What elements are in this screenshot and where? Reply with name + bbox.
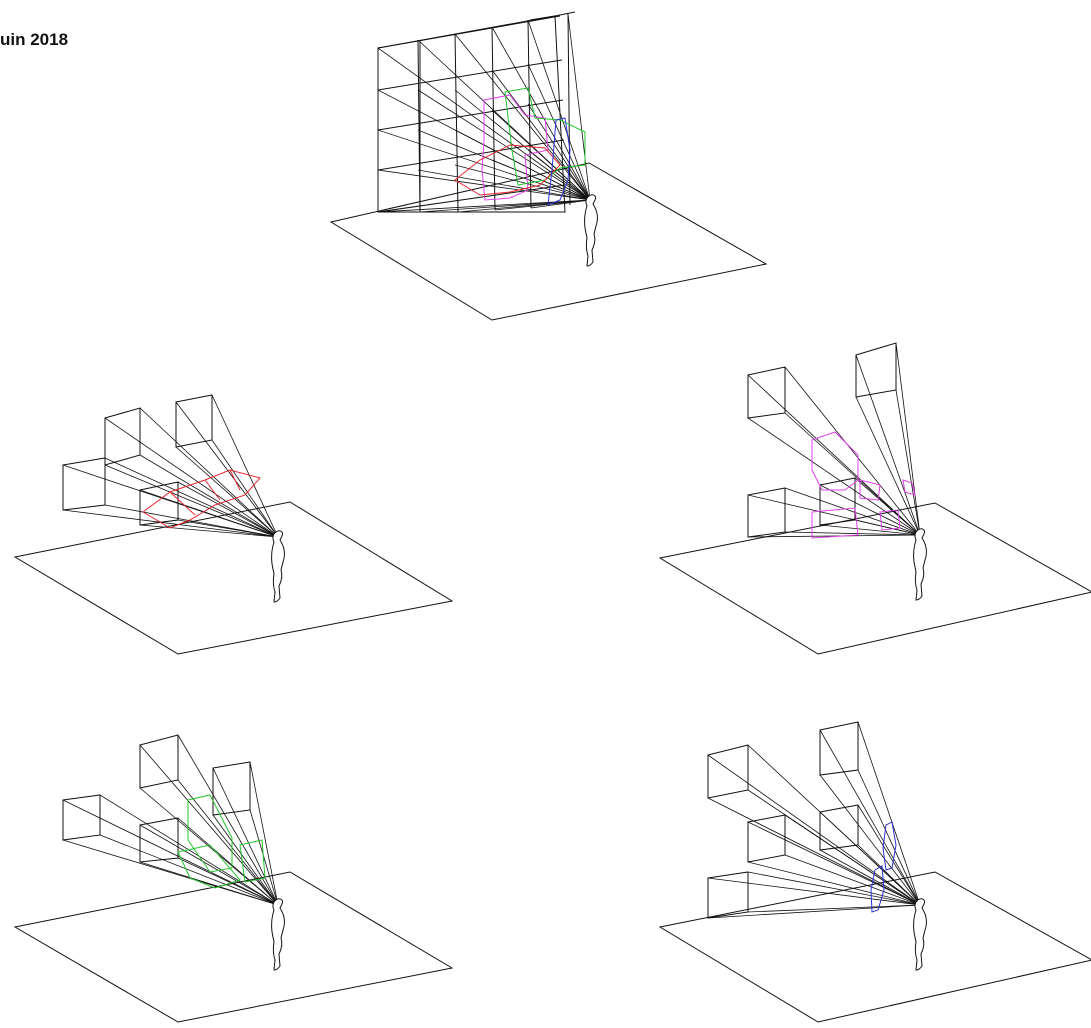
panel-red xyxy=(13,394,454,655)
sight-rays xyxy=(62,734,279,906)
sight-rays xyxy=(747,342,921,538)
magenta-region xyxy=(811,431,916,539)
red-region xyxy=(142,469,261,529)
ground-plane xyxy=(329,162,768,321)
person-figure xyxy=(584,194,598,267)
red-region xyxy=(454,144,561,196)
ground-plane xyxy=(658,502,1091,655)
boxes xyxy=(747,342,897,538)
person-figure xyxy=(271,898,285,971)
panel-blue xyxy=(658,721,1091,1023)
green-region xyxy=(504,87,586,186)
back-grid xyxy=(419,11,576,212)
person-figure xyxy=(271,530,285,603)
panel-full-grid xyxy=(329,11,768,321)
green-region xyxy=(177,794,266,889)
person-figure xyxy=(913,528,927,601)
panel-green xyxy=(13,734,454,1023)
blue-region xyxy=(547,117,571,206)
ground-plane xyxy=(658,871,1091,1023)
date-label: uin 2018 xyxy=(0,30,69,49)
front-grid xyxy=(377,13,571,213)
blue-region xyxy=(870,821,897,913)
boxes xyxy=(62,394,213,526)
person-figure xyxy=(913,898,927,971)
magenta-region xyxy=(481,94,549,201)
panel-magenta xyxy=(658,342,1091,655)
boxes xyxy=(62,734,251,863)
sight-rays xyxy=(62,394,279,538)
ground-plane xyxy=(13,871,454,1023)
sight-rays xyxy=(707,721,921,919)
ground-plane xyxy=(13,501,454,655)
